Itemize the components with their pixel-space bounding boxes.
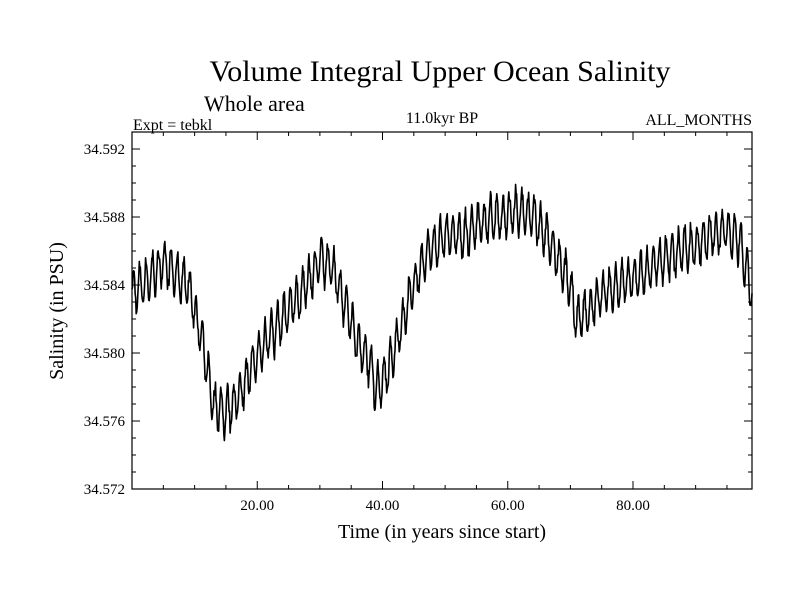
y-tick-label: 34.588: [84, 210, 125, 226]
y-tick-label: 34.572: [84, 482, 125, 498]
x-tick-label: 60.00: [491, 498, 525, 514]
y-tick-label: 34.576: [84, 414, 126, 430]
chart-subtitle: Whole area: [204, 91, 305, 116]
months-label: ALL_MONTHS: [645, 112, 752, 129]
x-axis: 20.00 40.00 60.00 80.00: [162, 132, 728, 514]
series-line-salinity: [131, 183, 753, 442]
x-tick-label: 40.00: [366, 498, 400, 514]
plot-frame: [131, 131, 753, 490]
y-axis-label: Salinity (in PSU): [46, 242, 68, 380]
experiment-label: Expt = tebkl: [133, 117, 213, 134]
chart-title: Volume Integral Upper Ocean Salinity: [210, 55, 671, 88]
y-axis: 34.572 34.576 34.580 34.584 34.588 34.592: [84, 131, 752, 498]
x-axis-label: Time (in years since start): [338, 521, 546, 543]
x-tick-label: 80.00: [616, 498, 650, 514]
y-tick-label: 34.580: [84, 346, 125, 362]
y-tick-label: 34.584: [84, 278, 126, 294]
x-tick-label: 20.00: [240, 498, 274, 514]
y-tick-label: 34.592: [84, 142, 125, 158]
period-label: 11.0kyr BP: [406, 110, 478, 127]
